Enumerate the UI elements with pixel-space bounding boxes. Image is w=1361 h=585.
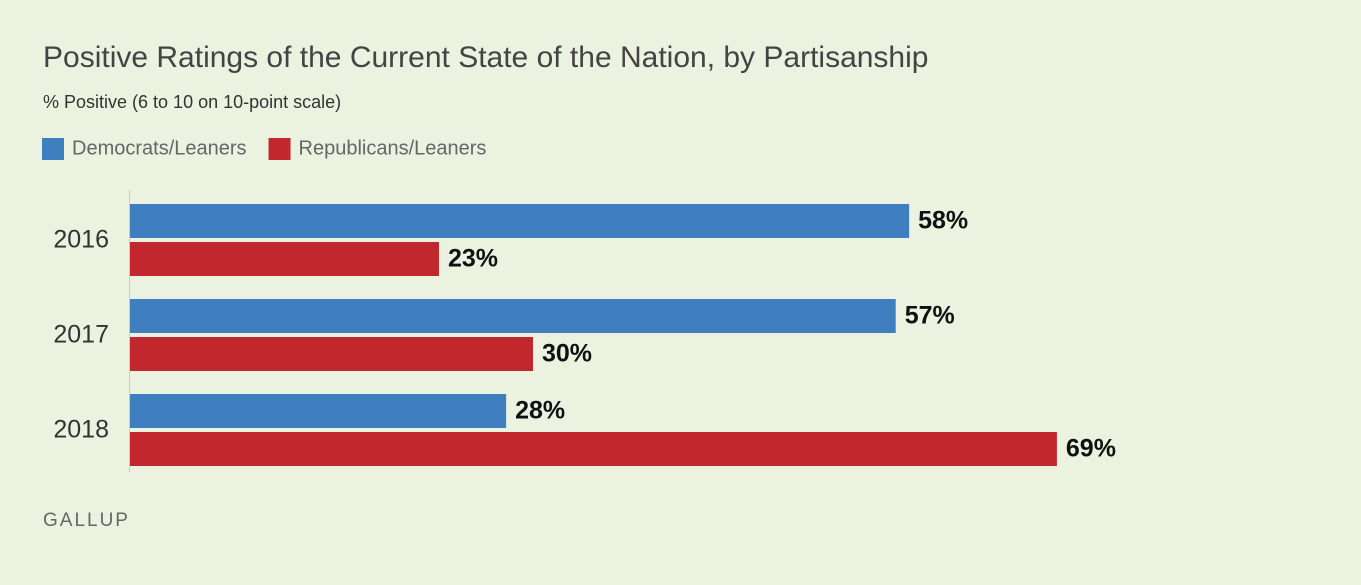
legend-label: Republicans/Leaners [299,137,487,159]
value-label: 58% [918,207,968,235]
bar [130,394,507,428]
legend-swatch [268,138,291,160]
bar [130,337,533,371]
legend-label: Democrats/Leaners [72,137,247,159]
legend-swatch [42,138,64,160]
bar [130,204,910,238]
chart-subtitle: % Positive (6 to 10 on 10-point scale) [43,92,341,112]
chart-title: Positive Ratings of the Current State of… [43,41,928,74]
bar [130,299,896,333]
source: GALLUP [43,510,130,531]
value-label: 69% [1066,435,1116,463]
bar [130,432,1057,466]
value-label: 30% [542,340,592,368]
bar [130,242,439,276]
value-label: 28% [515,397,565,425]
value-label: 23% [448,245,498,273]
y-tick-label: 2016 [53,226,109,254]
y-tick-label: 2017 [53,321,109,349]
y-tick-label: 2018 [53,416,109,444]
value-label: 57% [905,302,955,330]
